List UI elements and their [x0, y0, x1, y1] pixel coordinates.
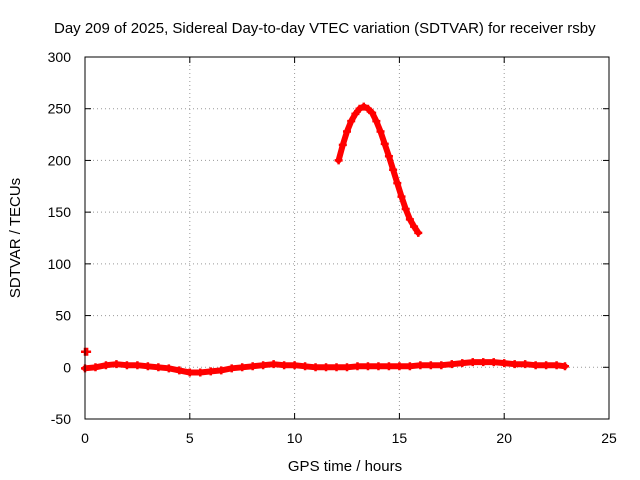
- data-point: [101, 361, 110, 370]
- data-point: [322, 363, 331, 372]
- data-point: [338, 140, 347, 149]
- data-point: [489, 358, 498, 367]
- data-point: [91, 363, 100, 372]
- y-tick-label: 300: [48, 49, 72, 65]
- data-point: [347, 117, 356, 126]
- x-tick-label: 0: [81, 430, 89, 446]
- data-point: [542, 361, 551, 370]
- axis-ticks: 0 5 10 15 20 25 -50 0 50 100 150 200 250 300: [48, 49, 617, 446]
- data-point: [359, 102, 368, 111]
- data-point: [510, 360, 519, 369]
- y-tick-label: 150: [48, 204, 72, 220]
- series-trace: [335, 103, 422, 236]
- data-point: [334, 156, 343, 165]
- data-points: [81, 102, 569, 377]
- data-point: [259, 361, 268, 370]
- x-axis-label: GPS time / hours: [288, 458, 402, 475]
- data-point: [468, 358, 477, 367]
- data-point: [374, 362, 383, 371]
- x-tick-label: 25: [601, 430, 617, 446]
- data-point: [206, 367, 215, 376]
- data-point: [122, 361, 131, 370]
- data-point: [112, 360, 121, 369]
- data-point: [248, 362, 257, 371]
- chart-title: Day 209 of 2025, Sidereal Day-to-day VTE…: [54, 20, 596, 37]
- data-point: [416, 361, 425, 370]
- x-tick-label: 20: [496, 430, 512, 446]
- data-point: [238, 363, 247, 372]
- data-point: [83, 347, 92, 356]
- data-point: [376, 127, 385, 136]
- y-tick-label: 0: [63, 359, 71, 375]
- data-point: [389, 165, 398, 174]
- data-point: [290, 361, 299, 370]
- data-point: [311, 363, 320, 372]
- data-point: [301, 362, 310, 371]
- data-point: [479, 358, 488, 367]
- data-point: [458, 359, 467, 368]
- data-point: [217, 366, 226, 375]
- data-point: [437, 361, 446, 370]
- data-point: [353, 362, 362, 371]
- data-point: [355, 104, 364, 113]
- data-point: [395, 362, 404, 371]
- data-point: [269, 360, 278, 369]
- grid: [85, 57, 609, 419]
- data-point: [560, 362, 569, 371]
- data-point: [164, 364, 173, 373]
- x-tick-label: 10: [287, 430, 303, 446]
- y-tick-label: 50: [55, 308, 71, 324]
- data-point: [500, 359, 509, 368]
- data-point: [372, 117, 381, 126]
- series-arc: [334, 102, 423, 237]
- data-point: [343, 127, 351, 136]
- data-point: [397, 192, 406, 201]
- data-point: [384, 362, 393, 371]
- data-point: [384, 152, 393, 161]
- data-point: [332, 363, 341, 372]
- data-point: [380, 139, 389, 148]
- data-point: [426, 361, 435, 370]
- y-tick-label: -50: [51, 411, 71, 427]
- data-point: [154, 363, 163, 372]
- data-point: [185, 368, 194, 377]
- x-tick-label: 15: [392, 430, 408, 446]
- data-point: [363, 362, 372, 371]
- data-point: [552, 361, 561, 370]
- data-point: [363, 104, 372, 113]
- y-tick-label: 250: [48, 101, 72, 117]
- data-point: [401, 205, 410, 214]
- data-point: [368, 108, 377, 117]
- data-point: [280, 361, 289, 370]
- series-baseline: [81, 358, 569, 377]
- series-outlier: [81, 347, 92, 356]
- data-point: [414, 228, 423, 237]
- data-point: [393, 179, 402, 188]
- data-point: [343, 363, 351, 372]
- y-tick-label: 200: [48, 152, 72, 168]
- data-point: [133, 361, 142, 370]
- data-point: [143, 362, 152, 371]
- y-axis-label: SDTVAR / TECUs: [7, 178, 24, 298]
- data-point: [351, 109, 360, 118]
- y-tick-label: 100: [48, 256, 72, 272]
- x-tick-label: 5: [186, 430, 194, 446]
- data-point: [405, 362, 414, 371]
- data-point: [410, 222, 419, 231]
- data-point: [521, 360, 530, 369]
- data-point: [175, 366, 184, 375]
- data-point: [405, 215, 414, 224]
- data-point: [196, 368, 205, 377]
- data-point: [447, 360, 456, 369]
- plot-frame: [84, 56, 610, 420]
- data-point: [227, 364, 236, 373]
- data-point: [531, 361, 540, 370]
